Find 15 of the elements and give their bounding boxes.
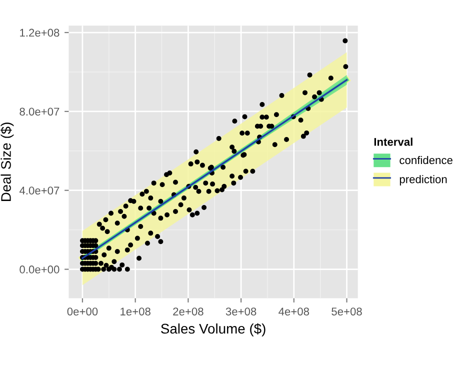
legend-title: Interval: [374, 138, 412, 146]
y-tick-label: 0.0e+00: [20, 266, 60, 274]
x-tick-label: 0e+00: [67, 308, 98, 316]
x-tick-label: 1e+08: [120, 308, 150, 316]
x-tick-label: 3e+08: [226, 308, 256, 316]
x-tick-label: 5e+08: [332, 308, 362, 316]
x-tick-label: 4e+08: [278, 308, 310, 316]
y-axis-title: Deal Size ($): [0, 122, 14, 201]
y-tick-label: 4.0e+07: [19, 186, 60, 194]
y-tick-label: 8.0e+07: [20, 108, 60, 116]
legend-label: confidence: [400, 156, 452, 164]
x-tick-label: 2e+08: [173, 308, 204, 316]
legend-label: prediction: [400, 175, 447, 186]
y-tick-label: 1.2e+08: [20, 28, 60, 37]
x-axis-title: Sales Volume ($): [161, 323, 266, 336]
